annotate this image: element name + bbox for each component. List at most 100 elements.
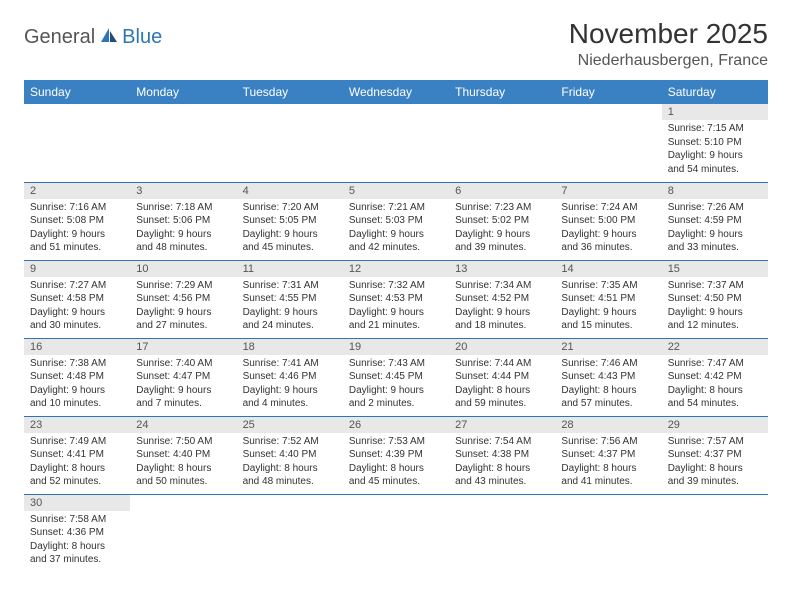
day-number: 26 — [343, 417, 449, 433]
day-number: 15 — [662, 261, 768, 277]
day-number: 20 — [449, 339, 555, 355]
weekday-header: Friday — [555, 80, 661, 104]
calendar-cell: 6Sunrise: 7:23 AMSunset: 5:02 PMDaylight… — [449, 182, 555, 260]
day-details: Sunrise: 7:58 AMSunset: 4:36 PMDaylight:… — [24, 511, 130, 571]
daylight-text: Daylight: 9 hours and 42 minutes. — [349, 228, 443, 255]
day-details: Sunrise: 7:21 AMSunset: 5:03 PMDaylight:… — [343, 199, 449, 259]
calendar-cell — [555, 494, 661, 572]
sunrise-text: Sunrise: 7:57 AM — [668, 435, 762, 449]
sunset-text: Sunset: 4:40 PM — [243, 448, 337, 462]
daylight-text: Daylight: 9 hours and 33 minutes. — [668, 228, 762, 255]
calendar-cell: 3Sunrise: 7:18 AMSunset: 5:06 PMDaylight… — [130, 182, 236, 260]
sunset-text: Sunset: 4:37 PM — [668, 448, 762, 462]
day-details: Sunrise: 7:32 AMSunset: 4:53 PMDaylight:… — [343, 277, 449, 337]
sunset-text: Sunset: 5:02 PM — [455, 214, 549, 228]
calendar-cell — [449, 494, 555, 572]
logo-sail-icon — [99, 26, 119, 49]
calendar-row: 2Sunrise: 7:16 AMSunset: 5:08 PMDaylight… — [24, 182, 768, 260]
sunrise-text: Sunrise: 7:50 AM — [136, 435, 230, 449]
sunset-text: Sunset: 4:52 PM — [455, 292, 549, 306]
sunset-text: Sunset: 4:50 PM — [668, 292, 762, 306]
calendar-cell: 15Sunrise: 7:37 AMSunset: 4:50 PMDayligh… — [662, 260, 768, 338]
sunset-text: Sunset: 4:42 PM — [668, 370, 762, 384]
daylight-text: Daylight: 8 hours and 37 minutes. — [30, 540, 124, 567]
day-number — [662, 495, 768, 511]
sunrise-text: Sunrise: 7:24 AM — [561, 201, 655, 215]
day-number — [555, 104, 661, 120]
day-number: 13 — [449, 261, 555, 277]
daylight-text: Daylight: 9 hours and 2 minutes. — [349, 384, 443, 411]
sunset-text: Sunset: 5:05 PM — [243, 214, 337, 228]
day-details: Sunrise: 7:49 AMSunset: 4:41 PMDaylight:… — [24, 433, 130, 493]
calendar-cell: 28Sunrise: 7:56 AMSunset: 4:37 PMDayligh… — [555, 416, 661, 494]
sunrise-text: Sunrise: 7:15 AM — [668, 122, 762, 136]
weekday-header: Sunday — [24, 80, 130, 104]
sunrise-text: Sunrise: 7:54 AM — [455, 435, 549, 449]
sunset-text: Sunset: 5:10 PM — [668, 136, 762, 150]
daylight-text: Daylight: 9 hours and 15 minutes. — [561, 306, 655, 333]
day-number: 9 — [24, 261, 130, 277]
sunrise-text: Sunrise: 7:20 AM — [243, 201, 337, 215]
calendar-cell: 19Sunrise: 7:43 AMSunset: 4:45 PMDayligh… — [343, 338, 449, 416]
sunrise-text: Sunrise: 7:46 AM — [561, 357, 655, 371]
day-number: 16 — [24, 339, 130, 355]
calendar-cell: 14Sunrise: 7:35 AMSunset: 4:51 PMDayligh… — [555, 260, 661, 338]
sunrise-text: Sunrise: 7:35 AM — [561, 279, 655, 293]
calendar-cell: 7Sunrise: 7:24 AMSunset: 5:00 PMDaylight… — [555, 182, 661, 260]
calendar-cell: 8Sunrise: 7:26 AMSunset: 4:59 PMDaylight… — [662, 182, 768, 260]
calendar-cell: 1Sunrise: 7:15 AMSunset: 5:10 PMDaylight… — [662, 104, 768, 182]
daylight-text: Daylight: 8 hours and 43 minutes. — [455, 462, 549, 489]
day-number: 8 — [662, 183, 768, 199]
calendar-cell — [237, 104, 343, 182]
sunrise-text: Sunrise: 7:23 AM — [455, 201, 549, 215]
daylight-text: Daylight: 8 hours and 48 minutes. — [243, 462, 337, 489]
day-details: Sunrise: 7:18 AMSunset: 5:06 PMDaylight:… — [130, 199, 236, 259]
calendar-cell — [130, 494, 236, 572]
sunrise-text: Sunrise: 7:38 AM — [30, 357, 124, 371]
daylight-text: Daylight: 8 hours and 52 minutes. — [30, 462, 124, 489]
calendar-cell: 21Sunrise: 7:46 AMSunset: 4:43 PMDayligh… — [555, 338, 661, 416]
calendar-cell: 2Sunrise: 7:16 AMSunset: 5:08 PMDaylight… — [24, 182, 130, 260]
sunset-text: Sunset: 4:44 PM — [455, 370, 549, 384]
calendar-cell — [343, 494, 449, 572]
calendar-cell: 26Sunrise: 7:53 AMSunset: 4:39 PMDayligh… — [343, 416, 449, 494]
daylight-text: Daylight: 9 hours and 54 minutes. — [668, 149, 762, 176]
month-title: November 2025 — [569, 18, 768, 50]
sunrise-text: Sunrise: 7:41 AM — [243, 357, 337, 371]
day-details: Sunrise: 7:27 AMSunset: 4:58 PMDaylight:… — [24, 277, 130, 337]
weekday-header: Wednesday — [343, 80, 449, 104]
calendar-cell: 5Sunrise: 7:21 AMSunset: 5:03 PMDaylight… — [343, 182, 449, 260]
day-details: Sunrise: 7:57 AMSunset: 4:37 PMDaylight:… — [662, 433, 768, 493]
sunset-text: Sunset: 4:55 PM — [243, 292, 337, 306]
sunrise-text: Sunrise: 7:34 AM — [455, 279, 549, 293]
day-number — [130, 495, 236, 511]
calendar-cell — [343, 104, 449, 182]
daylight-text: Daylight: 8 hours and 50 minutes. — [136, 462, 230, 489]
day-details: Sunrise: 7:34 AMSunset: 4:52 PMDaylight:… — [449, 277, 555, 337]
day-number — [24, 104, 130, 120]
calendar-cell: 22Sunrise: 7:47 AMSunset: 4:42 PMDayligh… — [662, 338, 768, 416]
calendar-cell: 25Sunrise: 7:52 AMSunset: 4:40 PMDayligh… — [237, 416, 343, 494]
sunrise-text: Sunrise: 7:32 AM — [349, 279, 443, 293]
sunrise-text: Sunrise: 7:53 AM — [349, 435, 443, 449]
sunset-text: Sunset: 4:46 PM — [243, 370, 337, 384]
calendar-row: 23Sunrise: 7:49 AMSunset: 4:41 PMDayligh… — [24, 416, 768, 494]
sunset-text: Sunset: 4:47 PM — [136, 370, 230, 384]
sunrise-text: Sunrise: 7:43 AM — [349, 357, 443, 371]
sunset-text: Sunset: 4:37 PM — [561, 448, 655, 462]
day-details: Sunrise: 7:41 AMSunset: 4:46 PMDaylight:… — [237, 355, 343, 415]
daylight-text: Daylight: 8 hours and 59 minutes. — [455, 384, 549, 411]
sunset-text: Sunset: 4:41 PM — [30, 448, 124, 462]
day-details: Sunrise: 7:37 AMSunset: 4:50 PMDaylight:… — [662, 277, 768, 337]
daylight-text: Daylight: 9 hours and 18 minutes. — [455, 306, 549, 333]
day-number: 22 — [662, 339, 768, 355]
day-number: 4 — [237, 183, 343, 199]
weekday-header: Saturday — [662, 80, 768, 104]
day-number: 29 — [662, 417, 768, 433]
weekday-header-row: Sunday Monday Tuesday Wednesday Thursday… — [24, 80, 768, 104]
sunset-text: Sunset: 4:36 PM — [30, 526, 124, 540]
calendar-cell: 10Sunrise: 7:29 AMSunset: 4:56 PMDayligh… — [130, 260, 236, 338]
calendar-cell: 27Sunrise: 7:54 AMSunset: 4:38 PMDayligh… — [449, 416, 555, 494]
day-details: Sunrise: 7:38 AMSunset: 4:48 PMDaylight:… — [24, 355, 130, 415]
logo-text-general: General — [24, 26, 95, 49]
